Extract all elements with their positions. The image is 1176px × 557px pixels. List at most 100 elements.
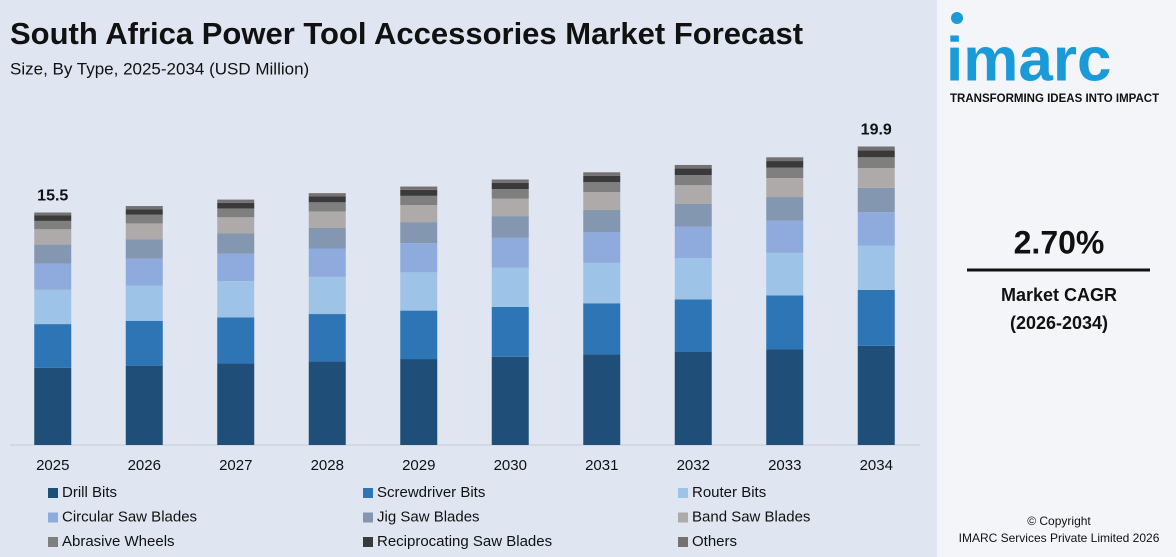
bar-segment [125,209,163,215]
x-tick-label: 2029 [402,457,435,474]
legend-swatch [678,488,688,498]
bar-segment [125,206,163,210]
bar-segment [766,220,804,253]
bar-segment [857,150,895,158]
bar-segment [857,157,895,169]
legend-label: Others [692,533,737,550]
tagline: TRANSFORMING IDEAS INTO IMPACT [950,93,1159,105]
bar-segment [674,299,712,352]
bar-segment [674,258,712,300]
bar-segment [34,229,72,245]
legend-label: Abrasive Wheels [62,533,175,550]
bar-segment [491,179,529,183]
bar-segment [308,211,346,228]
bar-segment [491,198,529,217]
bar-segment [583,172,621,176]
bar-segment [857,289,895,346]
bar-segment [217,363,255,445]
bar-segment [491,182,529,190]
bar-segment [34,367,72,445]
bar-segment [34,263,72,290]
bar-segment [125,320,163,366]
cagr-period: (2026-2034) [1010,313,1108,333]
legend-label: Jig Saw Blades [377,508,480,525]
bar-segment [400,189,438,196]
bar-segment [857,146,895,151]
legend-swatch [678,512,688,523]
x-tick-label: 2028 [311,457,344,474]
bar-segment [400,195,438,206]
bar-segment [491,356,529,445]
bar-segment [308,276,346,315]
bar-segment [766,295,804,350]
legend-swatch [363,537,373,547]
copyright: © Copyright [1027,514,1091,528]
bar-segment [583,262,621,304]
bar-segment [308,361,346,445]
bar-segment [400,205,438,223]
chart-title: South Africa Power Tool Accessories Mark… [10,16,803,51]
x-tick-label: 2027 [219,457,252,474]
x-tick-label: 2034 [860,457,893,474]
legend-swatch [678,537,688,547]
bar-segment [308,193,346,197]
legend-swatch [363,488,373,498]
legend-swatch [48,537,58,547]
bar-segment [308,227,346,249]
logo: imarc [946,25,1111,94]
bar-segment [674,175,712,186]
bar-segment [766,161,804,168]
legend-label: Reciprocating Saw Blades [377,533,552,550]
bar-segment [766,157,804,162]
x-tick-label: 2025 [36,457,69,474]
bar-segment [766,349,804,445]
legend-swatch [363,512,373,523]
total-label: 15.5 [37,188,68,205]
bar-segment [400,186,438,190]
bar-segment [217,233,255,254]
bar-segment [400,272,438,311]
legend-swatch [48,512,58,523]
logo-dot [951,12,963,24]
bar-segment [125,223,163,240]
bar-segment [125,239,163,259]
bar-segment [34,215,72,221]
bar-segment [766,167,804,179]
bar-segment [217,253,255,282]
bar-segment [674,168,712,175]
bar-segment [674,164,712,169]
legend-label: Band Saw Blades [692,508,810,525]
bar-segment [491,189,529,199]
cagr-label: Market CAGR [1001,285,1117,305]
company: IMARC Services Private Limited 2026 [959,531,1160,545]
bar-segment [583,232,621,263]
x-tick-label: 2032 [677,457,710,474]
bar-segment [583,182,621,193]
bar-segment [217,199,255,203]
x-tick-label: 2026 [128,457,161,474]
bar-segment [308,196,346,203]
bar-segment [674,226,712,259]
bar-segment [125,258,163,286]
bar-segment [766,178,804,198]
bar-segment [857,245,895,290]
bar-segment [583,175,621,183]
bar-segment [217,208,255,218]
bar-segment [674,185,712,204]
bar-segment [34,244,72,264]
bar-segment [857,168,895,188]
bar-segment [34,212,72,216]
bar-segment [125,214,163,224]
legend-label: Router Bits [692,484,766,501]
bar-segment [308,248,346,277]
legend-label: Screwdriver Bits [377,484,485,501]
total-label: 19.9 [861,122,892,139]
bar-segment [674,203,712,227]
bar-segment [34,220,72,230]
bar-segment [857,212,895,246]
bar-segment [400,359,438,445]
bar-segment [857,187,895,213]
bar-segment [125,285,163,321]
